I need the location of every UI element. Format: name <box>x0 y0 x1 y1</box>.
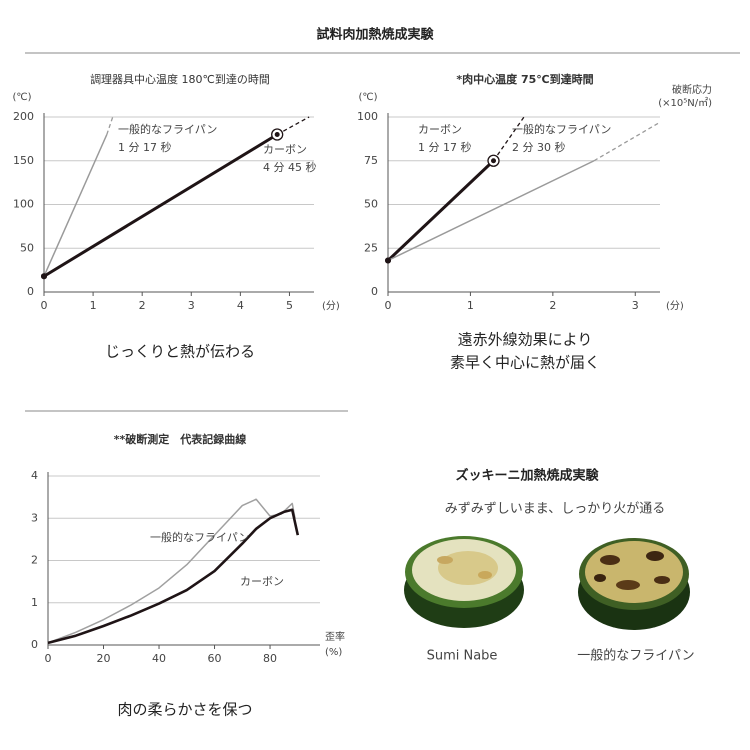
y-tick-label: 0 <box>27 285 34 298</box>
x-tick-label: 80 <box>263 652 277 665</box>
start-point <box>385 257 391 264</box>
chart-title: *肉中心温度 75℃到達時間 <box>456 72 593 86</box>
target-dot <box>491 158 497 164</box>
y2-label: 破断応力 <box>672 83 712 96</box>
series-label: カーボン <box>263 143 307 156</box>
x-unit: (分) <box>666 300 684 312</box>
y-tick-label: 3 <box>31 511 38 524</box>
x-tick-label: 0 <box>45 652 52 665</box>
series-label: 一般的なフライパン <box>118 122 217 136</box>
caption: じっくりと熱が伝わる <box>105 343 255 361</box>
series-label: カーボン <box>240 575 284 588</box>
x-tick-label: 3 <box>632 299 639 312</box>
start-point <box>41 273 47 280</box>
target-dot <box>274 132 280 137</box>
series-annotation: 2 分 30 秒 <box>512 140 566 154</box>
x-tick-label: 40 <box>152 652 166 665</box>
x-tick-label: 3 <box>188 299 195 312</box>
y2-label: (×10⁵N/㎡) <box>658 97 712 109</box>
y-tick-label: 0 <box>31 638 38 651</box>
caption: 肉の柔らかさを保つ <box>117 701 252 719</box>
line-series <box>387 160 595 262</box>
series-label: 一般的なフライパン <box>512 122 611 136</box>
y-tick-label: 4 <box>31 469 38 482</box>
line-series <box>47 498 296 644</box>
y-tick-label: 2 <box>31 554 38 567</box>
line-extension <box>276 116 310 136</box>
line-series <box>43 134 108 277</box>
x-tick-label: 2 <box>139 299 146 312</box>
page-title: 試料肉加熱焼成実験 <box>316 27 434 43</box>
x-tick-label: 60 <box>208 652 222 665</box>
y-tick-label: 50 <box>364 198 378 211</box>
y-unit: (℃) <box>358 92 377 103</box>
y-tick-label: 1 <box>31 596 38 609</box>
y-tick-label: 0 <box>371 285 378 298</box>
section-subtitle: みずみずしいまま、しっかり火が通る <box>445 502 665 517</box>
zucchini-section: ズッキーニ加熱焼成実験 みずみずしいまま、しっかり火が通る Sumi Nabe … <box>404 468 695 664</box>
caption: 素早く中心に熱が届く <box>450 354 600 372</box>
line-series <box>43 133 278 278</box>
photo-label: Sumi Nabe <box>427 649 498 664</box>
line-extension <box>106 116 114 135</box>
line-extension <box>593 121 661 162</box>
x-tick-label: 4 <box>237 299 244 312</box>
zucchini-photo <box>404 536 524 628</box>
y-tick-label: 75 <box>364 154 378 167</box>
y-tick-label: 200 <box>13 110 34 123</box>
series-annotation: 1 分 17 秒 <box>418 140 472 154</box>
y-tick-label: 50 <box>20 241 34 254</box>
series-label: カーボン <box>418 123 462 136</box>
line-extension <box>492 116 525 162</box>
x-tick-label: 0 <box>385 299 392 312</box>
y-unit: (℃) <box>12 92 31 103</box>
y-tick-label: 100 <box>357 110 378 123</box>
x-tick-label: 5 <box>286 299 293 312</box>
line-series <box>47 508 300 645</box>
zucchini-photo <box>578 538 690 630</box>
section-title: ズッキーニ加熱焼成実験 <box>455 468 599 484</box>
caption: 遠赤外線効果により <box>458 331 593 349</box>
line-series <box>386 159 495 262</box>
chart-title: 調理器具中心温度 180℃到達の時間 <box>90 72 270 86</box>
y-tick-label: 25 <box>364 241 378 254</box>
series-annotation: 4 分 45 秒 <box>263 160 317 174</box>
y-tick-label: 150 <box>13 154 34 167</box>
y-tick-label: 100 <box>13 198 34 211</box>
photo-label: 一般的なフライパン <box>577 648 694 664</box>
x-label: 歪率 <box>325 630 345 643</box>
x-tick-label: 2 <box>549 299 556 312</box>
x-unit: (%) <box>325 647 342 658</box>
x-tick-label: 1 <box>90 299 97 312</box>
x-tick-label: 1 <box>467 299 474 312</box>
x-tick-label: 0 <box>41 299 48 312</box>
x-unit: (分) <box>322 300 340 312</box>
series-annotation: 1 分 17 秒 <box>118 140 172 154</box>
series-label: 一般的なフライパン <box>150 530 249 544</box>
chart-title: **破断測定 代表記録曲線 <box>114 432 247 446</box>
x-tick-label: 20 <box>97 652 111 665</box>
